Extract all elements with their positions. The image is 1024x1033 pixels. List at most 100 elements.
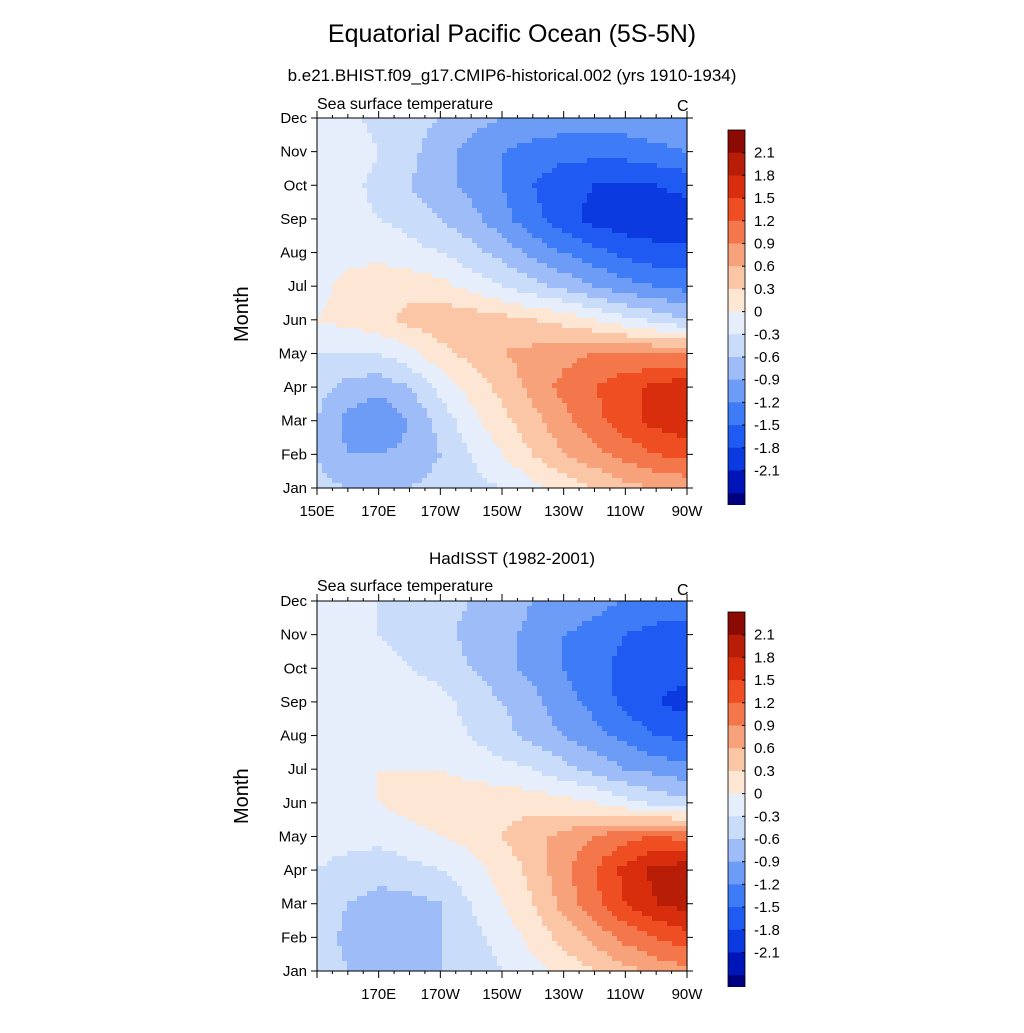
- sst-cell: [612, 178, 618, 184]
- sst-cell: [412, 153, 418, 159]
- sst-cell: [667, 398, 673, 404]
- sst-cell: [557, 143, 563, 149]
- sst-cell: [392, 303, 398, 309]
- sst-cell: [462, 213, 468, 219]
- sst-cell: [507, 218, 513, 224]
- sst-cell: [577, 408, 583, 414]
- sst-cell: [617, 163, 623, 169]
- sst-cell: [412, 118, 418, 124]
- sst-cell: [467, 363, 473, 369]
- sst-cell: [587, 398, 593, 404]
- sst-cell: [442, 343, 448, 349]
- sst-cell: [607, 443, 613, 449]
- sst-cell: [557, 408, 563, 414]
- sst-cell: [367, 278, 373, 284]
- sst-cell: [477, 448, 483, 454]
- sst-cell: [437, 218, 443, 224]
- sst-cell: [522, 318, 528, 324]
- sst-cell: [512, 378, 518, 384]
- sst-cell: [607, 208, 613, 214]
- sst-cell: [452, 168, 458, 174]
- sst-cell: [512, 358, 518, 364]
- sst-cell: [657, 123, 663, 129]
- sst-cell: [487, 148, 493, 154]
- sst-cell: [422, 233, 428, 239]
- sst-cell: [537, 213, 543, 219]
- sst-cell: [467, 413, 473, 419]
- sst-cell: [667, 368, 673, 374]
- sst-cell: [377, 178, 383, 184]
- sst-cell: [572, 153, 578, 159]
- sst-cell: [527, 308, 533, 314]
- sst-cell: [572, 228, 578, 234]
- sst-cell: [492, 118, 498, 124]
- sst-cell: [477, 208, 483, 214]
- sst-cell: [572, 413, 578, 419]
- sst-cell: [437, 153, 443, 159]
- sst-cell: [512, 448, 518, 454]
- sst-cell: [657, 128, 663, 134]
- sst-cell: [377, 198, 383, 204]
- sst-cell: [497, 118, 503, 124]
- sst-cell: [352, 363, 358, 369]
- sst-cell: [322, 288, 328, 294]
- sst-cell: [667, 223, 673, 229]
- sst-cell: [667, 238, 673, 244]
- sst-cell: [592, 178, 598, 184]
- sst-cell: [412, 173, 418, 179]
- sst-cell: [417, 453, 423, 459]
- sst-cell: [482, 133, 488, 139]
- sst-cell: [522, 298, 528, 304]
- sst-cell: [527, 233, 533, 239]
- sst-cell: [557, 183, 563, 189]
- sst-cell: [592, 308, 598, 314]
- sst-cell: [642, 158, 648, 164]
- sst-cell: [462, 188, 468, 194]
- sst-cell: [657, 118, 663, 124]
- sst-cell: [437, 263, 443, 269]
- sst-cell: [382, 393, 388, 399]
- sst-cell: [427, 203, 433, 209]
- sst-cell: [327, 238, 333, 244]
- sst-cell: [517, 443, 523, 449]
- sst-cell: [497, 168, 503, 174]
- sst-cell: [637, 343, 643, 349]
- sst-cell: [467, 328, 473, 334]
- sst-cell: [557, 203, 563, 209]
- sst-cell: [362, 143, 368, 149]
- sst-cell: [597, 433, 603, 439]
- sst-cell: [522, 303, 528, 309]
- sst-cell: [657, 368, 663, 374]
- sst-cell: [347, 388, 353, 394]
- sst-cell: [592, 383, 598, 389]
- sst-cell: [447, 268, 453, 274]
- sst-cell: [502, 308, 508, 314]
- sst-cell: [442, 193, 448, 199]
- sst-cell: [607, 448, 613, 454]
- sst-cell: [512, 403, 518, 409]
- sst-cell: [677, 363, 683, 369]
- sst-cell: [392, 163, 398, 169]
- sst-cell: [597, 363, 603, 369]
- sst-cell: [457, 453, 463, 459]
- sst-cell: [407, 398, 413, 404]
- sst-cell: [432, 393, 438, 399]
- sst-cell: [427, 148, 433, 154]
- sst-cell: [517, 298, 523, 304]
- sst-cell: [447, 118, 453, 124]
- sst-cell: [562, 438, 568, 444]
- sst-cell: [547, 423, 553, 429]
- sst-cell: [442, 273, 448, 279]
- sst-cell: [497, 253, 503, 259]
- sst-cell: [677, 438, 683, 444]
- sst-cell: [502, 263, 508, 269]
- sst-cell: [632, 318, 638, 324]
- sst-cell: [627, 283, 633, 289]
- sst-cell: [457, 313, 463, 319]
- sst-cell: [672, 198, 678, 204]
- sst-cell: [407, 283, 413, 289]
- sst-cell: [517, 278, 523, 284]
- sst-cell: [517, 358, 523, 364]
- sst-cell: [657, 258, 663, 264]
- sst-cell: [682, 198, 688, 204]
